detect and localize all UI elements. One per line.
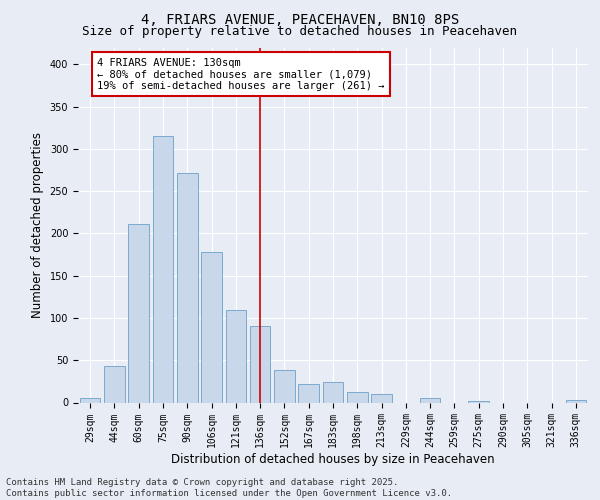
Bar xyxy=(128,224,149,402)
Bar xyxy=(469,401,489,402)
Bar xyxy=(371,394,392,402)
Text: Contains HM Land Registry data © Crown copyright and database right 2025.
Contai: Contains HM Land Registry data © Crown c… xyxy=(6,478,452,498)
Bar xyxy=(250,326,271,402)
Text: 4 FRIARS AVENUE: 130sqm
← 80% of detached houses are smaller (1,079)
19% of semi: 4 FRIARS AVENUE: 130sqm ← 80% of detache… xyxy=(97,58,385,91)
Bar xyxy=(152,136,173,402)
Bar xyxy=(298,384,319,402)
Bar xyxy=(323,382,343,402)
Bar xyxy=(80,398,100,402)
X-axis label: Distribution of detached houses by size in Peacehaven: Distribution of detached houses by size … xyxy=(171,453,495,466)
Text: 4, FRIARS AVENUE, PEACEHAVEN, BN10 8PS: 4, FRIARS AVENUE, PEACEHAVEN, BN10 8PS xyxy=(141,12,459,26)
Bar xyxy=(201,252,222,402)
Bar xyxy=(177,174,197,402)
Bar xyxy=(347,392,368,402)
Bar xyxy=(274,370,295,402)
Text: Size of property relative to detached houses in Peacehaven: Size of property relative to detached ho… xyxy=(83,24,517,38)
Y-axis label: Number of detached properties: Number of detached properties xyxy=(31,132,44,318)
Bar xyxy=(226,310,246,402)
Bar xyxy=(420,398,440,402)
Bar xyxy=(566,400,586,402)
Bar xyxy=(104,366,125,403)
